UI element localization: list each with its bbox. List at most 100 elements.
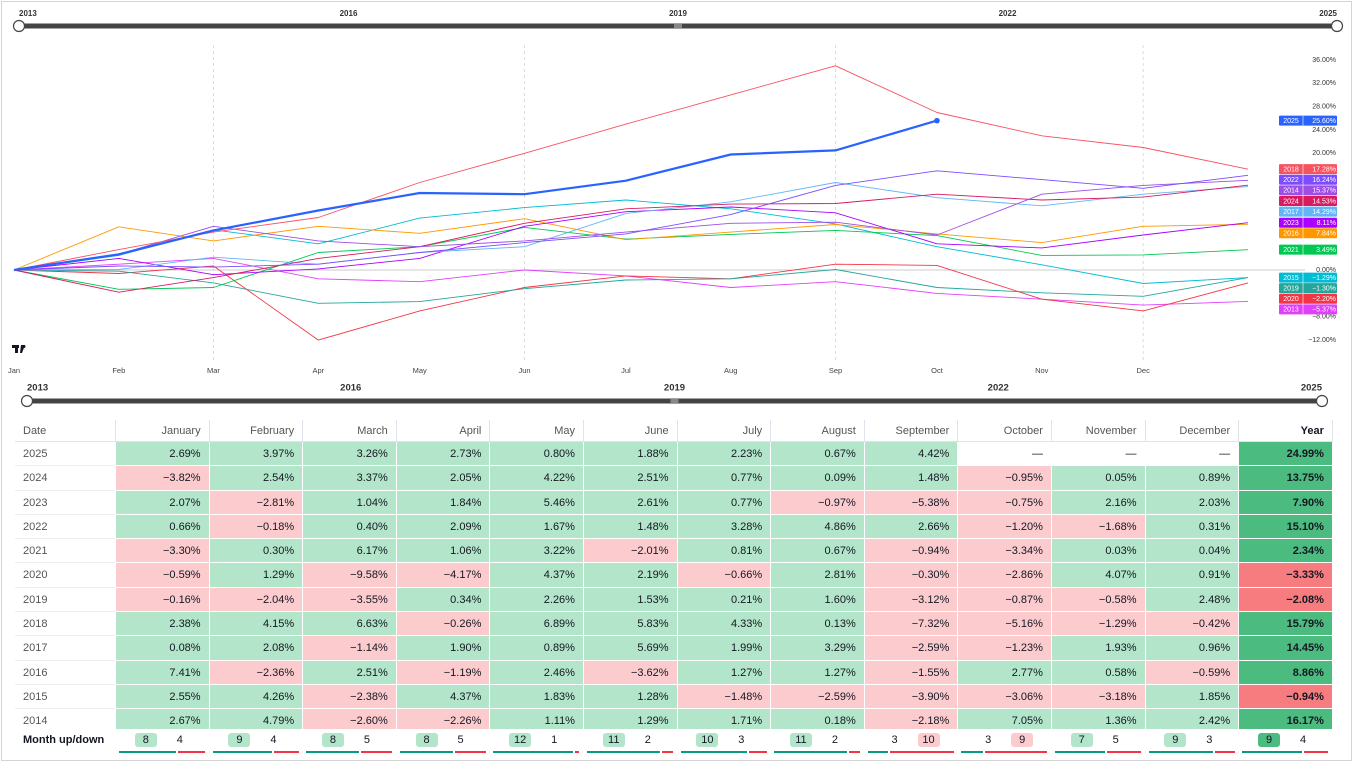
- x-tick-label: Jun: [518, 366, 530, 375]
- up-count: 9: [228, 733, 251, 747]
- end-label-value: 14.53%: [1312, 198, 1336, 205]
- value-cell: −0.59%: [116, 563, 210, 588]
- value-cell: 3.29%: [771, 636, 865, 661]
- table-row: 2021 −3.30% 0.30% 6.17% 1.06% 3.22% −2.01% 0.81…: [15, 539, 1333, 564]
- column-header: May: [490, 420, 584, 442]
- value-cell: −1.48%: [677, 684, 772, 710]
- value-cell: 4.15%: [209, 612, 304, 637]
- value-cell: −1.20%: [958, 514, 1052, 540]
- value-cell: 1.84%: [396, 490, 491, 515]
- down-count: 4: [176, 734, 183, 746]
- end-label-name: 2013: [1283, 307, 1299, 314]
- up-count: 9: [1258, 733, 1281, 747]
- value-cell: 4.86%: [771, 514, 865, 540]
- slider-label: 2019: [669, 9, 687, 18]
- value-cell: 1.29%: [209, 563, 304, 588]
- returns-table: Date January February March April May June July…: [15, 420, 1333, 755]
- value-cell: −0.94%: [1239, 684, 1333, 710]
- value-cell: 0.89%: [490, 636, 584, 661]
- up-count: 3: [891, 734, 898, 746]
- value-cell: −1.14%: [303, 636, 397, 661]
- table-row: 2014 2.67% 4.79% −2.60% −2.26% 1.11% 1.29% 1.71…: [15, 709, 1333, 729]
- up-count: 3: [985, 734, 992, 746]
- value-cell: 3.28%: [677, 514, 772, 540]
- value-cell: 1.99%: [677, 636, 772, 661]
- value-cell: −0.66%: [677, 563, 772, 588]
- value-cell: 1.53%: [583, 587, 678, 613]
- table-row: 2018 2.38% 4.15% 6.63% −0.26% 6.89% 5.83% 4.33%…: [15, 612, 1333, 637]
- up-bar: [1242, 751, 1302, 753]
- value-cell: −9.58%: [303, 563, 397, 588]
- value-cell: 1.90%: [396, 636, 491, 661]
- end-label-box: [1279, 115, 1337, 126]
- value-cell: −0.18%: [209, 514, 304, 540]
- down-bar: [574, 751, 580, 753]
- value-cell: 1.83%: [490, 684, 584, 710]
- x-tick-label: Mar: [207, 366, 220, 375]
- value-cell: −0.42%: [1145, 612, 1240, 637]
- value-cell: —: [1051, 442, 1146, 467]
- value-cell: 2.19%: [583, 563, 678, 588]
- y-tick-label: −8.00%: [1312, 314, 1336, 321]
- value-cell: 7.41%: [116, 660, 210, 685]
- table-row: 2022 0.66% −0.18% 0.40% 2.09% 1.67% 1.48% 3.28%…: [15, 514, 1333, 540]
- value-cell: 2.34%: [1239, 539, 1333, 564]
- slider-handle[interactable]: [1330, 19, 1344, 33]
- table-row: 2019 −0.16% −2.04% −3.55% 0.34% 2.26% 1.53% 0.2…: [15, 587, 1333, 613]
- end-label-name: 2021: [1283, 247, 1299, 254]
- value-cell: 4.37%: [490, 563, 584, 588]
- end-label-value: −1.30%: [1312, 286, 1336, 293]
- value-cell: 2.26%: [490, 587, 584, 613]
- value-cell: 2.23%: [677, 442, 772, 467]
- slider-grip[interactable]: [670, 399, 679, 403]
- column-header: February: [209, 420, 304, 442]
- value-cell: 1.29%: [583, 709, 678, 729]
- row-date: 2024: [15, 466, 116, 491]
- value-cell: −5.38%: [864, 490, 959, 515]
- end-label-value: 16.24%: [1312, 177, 1336, 184]
- value-cell: 5.46%: [490, 490, 584, 515]
- x-tick-label: Sep: [829, 366, 842, 375]
- value-cell: 2.77%: [958, 660, 1052, 685]
- value-cell: 0.31%: [1145, 514, 1240, 540]
- row-date: 2020: [15, 563, 116, 588]
- slider-handle[interactable]: [1315, 394, 1329, 408]
- value-cell: −2.04%: [209, 587, 304, 613]
- column-header: March: [303, 420, 397, 442]
- slider-grip[interactable]: [674, 24, 682, 28]
- column-header: Date: [15, 420, 116, 442]
- end-label-box: [1279, 164, 1337, 175]
- value-cell: 16.17%: [1239, 709, 1333, 729]
- column-header: Year: [1239, 420, 1333, 442]
- series-line: [13, 184, 1249, 293]
- column-header: October: [958, 420, 1052, 442]
- end-label-box: [1279, 283, 1337, 294]
- value-cell: 2.54%: [209, 466, 304, 491]
- slider-handle[interactable]: [12, 19, 26, 33]
- down-bar: [748, 751, 767, 753]
- down-bar: [1107, 751, 1141, 753]
- value-cell: 14.45%: [1239, 636, 1333, 661]
- end-label-name: 2014: [1283, 188, 1299, 195]
- up-bar: [493, 751, 573, 753]
- value-cell: 4.42%: [864, 442, 959, 467]
- series-line: [13, 182, 1249, 271]
- value-cell: 4.37%: [396, 684, 491, 710]
- value-cell: —: [958, 442, 1052, 467]
- value-cell: 1.04%: [303, 490, 397, 515]
- value-cell: −0.75%: [958, 490, 1052, 515]
- slider-handle[interactable]: [20, 394, 34, 408]
- value-cell: 1.06%: [396, 539, 491, 564]
- value-cell: −3.06%: [958, 684, 1052, 710]
- value-cell: 3.97%: [209, 442, 304, 467]
- table-body: 2025 2.69% 3.97% 3.26% 2.73% 0.80% 1.88% 2.23% 0…: [15, 442, 1333, 729]
- y-tick-label: 24.00%: [1312, 127, 1336, 134]
- end-label-name: 2016: [1283, 231, 1299, 238]
- value-cell: −3.30%: [116, 539, 210, 564]
- column-header: December: [1145, 420, 1240, 442]
- slider-label: 2022: [999, 9, 1017, 18]
- end-label-box: [1279, 272, 1337, 283]
- value-cell: 0.81%: [677, 539, 772, 564]
